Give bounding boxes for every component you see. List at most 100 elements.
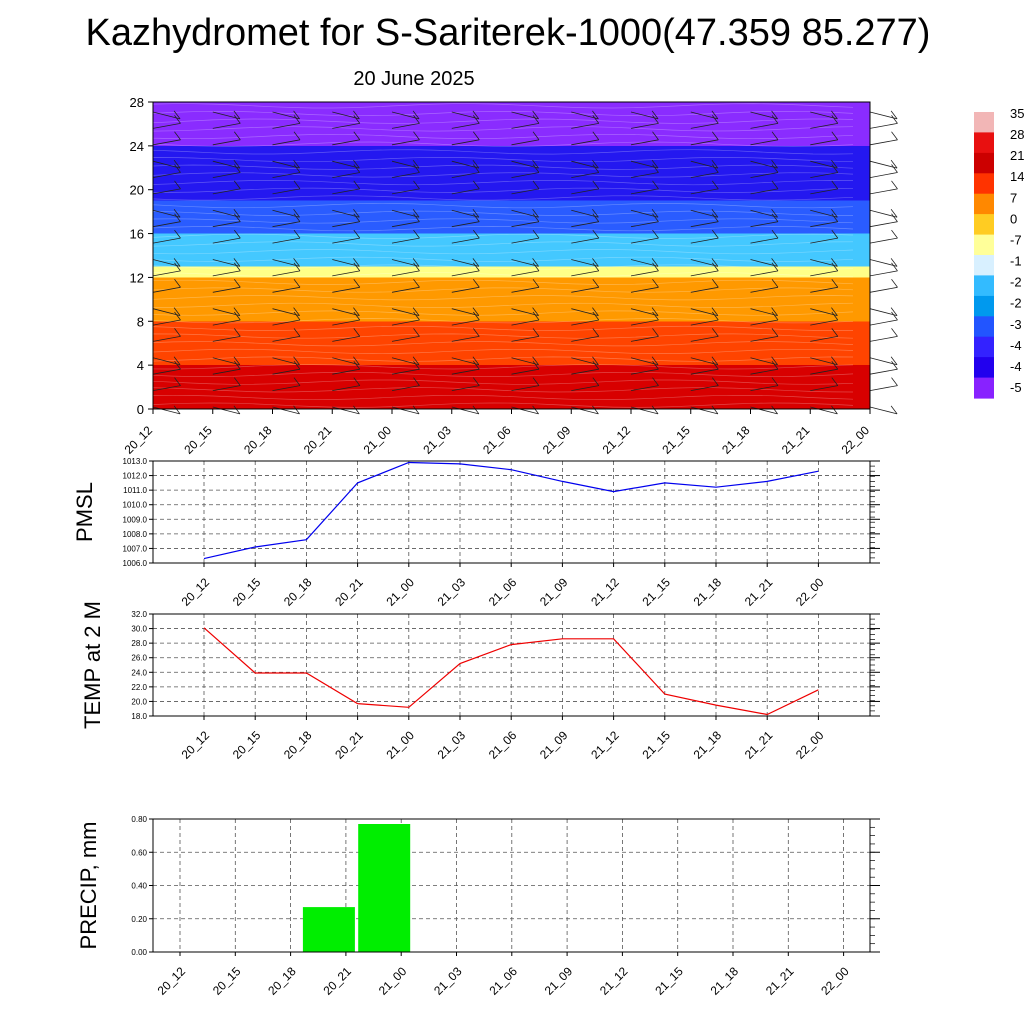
wind-barb-feather	[293, 164, 301, 173]
wind-barb	[571, 270, 599, 277]
wind-barb-feather	[472, 159, 480, 169]
wind-barb	[869, 160, 898, 169]
wind-barb	[750, 188, 779, 195]
colorbar-swatch	[974, 357, 994, 379]
y-tick-label: 1013.0	[123, 457, 148, 466]
wind-barb-feather	[652, 115, 659, 124]
wind-barb-feather	[711, 360, 719, 370]
colorbar-swatch	[974, 234, 994, 256]
contour-line	[152, 272, 854, 278]
wind-barb	[212, 357, 241, 366]
wind-barb-feather	[233, 307, 241, 316]
wind-barb	[332, 308, 360, 316]
wind-barb	[272, 385, 301, 391]
contour-line	[152, 164, 854, 170]
wind-barb-feather	[413, 279, 420, 288]
wind-barb	[571, 385, 599, 391]
wind-barb	[690, 237, 719, 244]
wind-barb	[272, 270, 301, 277]
wind-barb-feather	[771, 307, 778, 316]
wind-barb	[212, 221, 241, 228]
wind-barb-feather	[413, 229, 420, 239]
wind-barb	[630, 270, 659, 277]
x-tick-label: 21_00	[376, 964, 410, 998]
contour-line	[152, 110, 854, 117]
wind-barb	[451, 368, 480, 375]
wind-barb-feather	[532, 328, 540, 337]
wind-barb-feather	[771, 229, 779, 239]
wind-barb	[391, 188, 420, 195]
wind-barb	[332, 172, 360, 178]
wind-barb-feather	[532, 159, 539, 169]
wind-barb	[152, 160, 181, 169]
y-tick-label: 12	[130, 270, 144, 285]
wind-barb-feather	[412, 307, 420, 316]
contour-line	[152, 141, 854, 147]
wind-barb	[272, 160, 300, 169]
x-tick-label: 20_21	[332, 575, 366, 609]
wind-barb	[451, 221, 480, 228]
wind-barb-feather	[711, 311, 719, 321]
chart-title: Kazhydromet for S-Sariterek-1000(47.359 …	[85, 12, 931, 54]
wind-barb	[152, 172, 181, 178]
wind-barb-feather	[711, 356, 719, 366]
x-tick-label: 20_21	[332, 728, 366, 762]
wind-barb	[391, 259, 420, 267]
wind-barb-feather	[472, 213, 480, 222]
wind-barb	[511, 319, 540, 326]
wind-barb	[810, 139, 838, 146]
wind-barb	[511, 160, 539, 169]
contour-line	[152, 310, 854, 316]
wind-barb	[690, 209, 719, 218]
wind-barb	[571, 237, 599, 244]
contour-line	[152, 210, 853, 216]
contour-line	[152, 195, 854, 201]
contour-line	[152, 341, 854, 347]
wind-barb	[332, 237, 360, 244]
wind-barb	[571, 209, 599, 218]
wind-barb-feather	[592, 115, 600, 124]
wind-barb	[690, 139, 719, 146]
x-tick-label: 22_00	[793, 728, 827, 762]
wind-barb	[750, 172, 779, 178]
wind-barb-feather	[831, 311, 839, 321]
wind-barb-feather	[592, 405, 599, 415]
x-tick-label: 22_00	[793, 575, 827, 609]
colorbar-swatch	[974, 295, 994, 317]
wind-barb	[272, 139, 301, 146]
wind-barb	[212, 319, 241, 326]
wind-barb-feather	[233, 110, 241, 120]
wind-barb-feather	[592, 311, 600, 321]
wind-barb-feather	[532, 258, 539, 267]
wind-barb-feather	[771, 131, 779, 141]
wind-barb	[511, 188, 540, 195]
y-axis-title: PMSL	[72, 482, 97, 542]
temperature-panel: 18.0 20.0 22.0 24.0 26.0 28.0 30.0 32.0 20_12 20_…	[80, 601, 880, 762]
wind-barb-feather	[711, 164, 719, 173]
contour-line	[152, 279, 854, 285]
wind-barb	[750, 237, 779, 244]
wind-barb	[272, 123, 301, 129]
wind-barb-feather	[891, 377, 898, 386]
wind-barb	[451, 286, 480, 293]
wind-barb	[152, 385, 181, 391]
contour-line	[152, 371, 854, 378]
wind-barb-feather	[651, 209, 659, 218]
x-tick-label: 20_18	[265, 964, 299, 998]
wind-barb	[750, 221, 779, 228]
contour-line	[152, 295, 854, 301]
y-tick-label: 18.0	[131, 712, 147, 721]
wind-barb	[212, 368, 241, 375]
wind-barb-feather	[592, 262, 600, 272]
wind-barb-feather	[293, 311, 301, 321]
wind-barb-feather	[711, 131, 719, 141]
wind-barb-feather	[472, 229, 480, 239]
wind-barb-feather	[532, 164, 540, 173]
wind-barb	[630, 319, 659, 326]
contour-line	[152, 356, 854, 362]
wind-barb	[152, 209, 181, 218]
wind-barb-feather	[652, 213, 659, 222]
wind-barb	[391, 221, 420, 228]
wind-barb	[391, 308, 420, 316]
colorbar-swatch	[974, 316, 994, 338]
